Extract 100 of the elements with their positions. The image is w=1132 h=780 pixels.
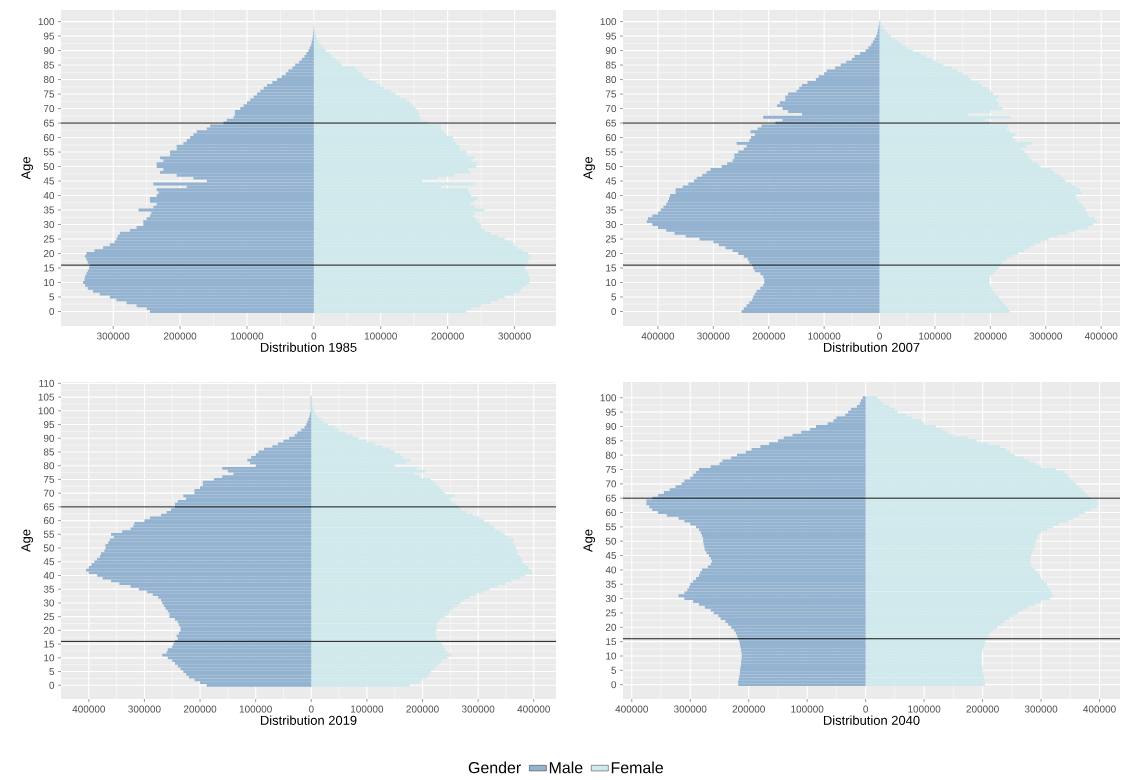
y-tick-label: 85 [43, 448, 55, 456]
y-tick-label: 40 [43, 192, 55, 200]
x-tick-label: 300000 [1029, 332, 1062, 340]
y-tick-label: 80 [605, 76, 617, 84]
y-tick-label: 40 [43, 571, 55, 580]
y-tick-label: 80 [605, 451, 617, 459]
y-tick-label: 80 [43, 462, 55, 470]
x-tick-label: 100000 [351, 705, 384, 713]
x-tick-label: 400000 [1083, 705, 1116, 713]
y-tick-label: 105 [38, 393, 55, 401]
x-tick-label: 100000 [231, 332, 264, 340]
y-tick-label: 85 [605, 437, 617, 445]
x-axis-title: Distribution 2040 [823, 715, 920, 725]
y-tick-label: 90 [605, 422, 617, 430]
y-tick-label: 45 [43, 177, 55, 185]
legend-title: Gender [468, 761, 521, 774]
y-tick-label: 90 [43, 434, 55, 442]
y-tick-label: 45 [43, 558, 55, 566]
y-tick-label: 35 [605, 580, 617, 588]
y-tick-label: 55 [605, 523, 617, 531]
y-tick-label: 5 [611, 666, 617, 674]
y-tick-label: 0 [611, 681, 617, 689]
x-axis-title: Distribution 2019 [260, 715, 357, 725]
y-tick-label: 35 [605, 206, 617, 214]
legend-label: Female [611, 761, 663, 774]
y-tick-label: 15 [44, 640, 55, 648]
legend-label: Male [549, 761, 583, 774]
y-tick-label: 10 [606, 278, 617, 287]
x-tick-label: 100000 [364, 332, 397, 340]
y-tick-label: 100 [38, 18, 55, 26]
y-axis-title: Age [583, 157, 596, 180]
y-tick-label: 10 [44, 654, 55, 662]
x-tick-label: 300000 [128, 705, 161, 713]
y-tick-label: 35 [43, 585, 55, 593]
y-tick-label: 50 [605, 537, 617, 545]
y-tick-label: 20 [43, 249, 55, 258]
y-tick-label: 100 [38, 407, 55, 415]
y-tick-label: 15 [606, 264, 617, 272]
y-tick-label: 85 [43, 61, 55, 69]
y-tick-label: 75 [605, 90, 617, 98]
x-tick-label: 100000 [239, 705, 272, 713]
x-tick-label: 200000 [406, 705, 439, 713]
y-tick-label: 65 [43, 119, 55, 127]
x-tick-label: 0 [308, 705, 314, 713]
x-tick-label: 100000 [919, 332, 952, 340]
x-tick-label: 300000 [697, 332, 730, 340]
y-tick-label: 80 [43, 76, 55, 84]
x-tick-label: 100000 [808, 332, 841, 340]
y-tick-label: 0 [611, 307, 617, 316]
x-tick-label: 400000 [615, 705, 649, 713]
x-tick-label: 300000 [498, 332, 531, 340]
y-tick-label: 25 [43, 235, 55, 243]
y-tick-label: 65 [605, 494, 617, 502]
y-tick-label: 10 [44, 278, 55, 287]
y-tick-label: 5 [49, 293, 55, 301]
x-tick-label: 200000 [732, 705, 765, 713]
x-tick-label: 400000 [1084, 332, 1118, 340]
y-tick-label: 90 [605, 47, 617, 55]
x-axis-title: Distribution 2007 [823, 342, 920, 352]
y-tick-label: 85 [605, 61, 617, 69]
x-tick-label: 0 [311, 332, 317, 340]
y-tick-label: 60 [43, 517, 55, 525]
y-tick-label: 100 [600, 18, 617, 26]
y-tick-label: 110 [39, 379, 55, 387]
y-tick-label: 60 [43, 134, 55, 142]
y-tick-label: 70 [43, 489, 55, 497]
y-tick-label: 15 [44, 264, 55, 272]
y-tick-label: 40 [605, 566, 617, 574]
y-axis-title: Age [21, 529, 34, 552]
x-tick-label: 200000 [431, 332, 464, 340]
y-tick-label: 75 [43, 90, 55, 98]
y-tick-label: 30 [605, 595, 617, 603]
y-tick-label: 20 [605, 623, 617, 631]
y-tick-label: 20 [605, 249, 617, 258]
y-tick-label: 50 [43, 544, 55, 552]
x-tick-label: 400000 [641, 332, 675, 340]
y-tick-label: 25 [605, 235, 617, 243]
y-tick-label: 60 [605, 134, 617, 142]
y-tick-label: 50 [43, 163, 55, 171]
x-axis-title: Distribution 1985 [260, 342, 357, 352]
y-tick-label: 15 [606, 638, 617, 646]
y-tick-label: 95 [43, 421, 55, 429]
x-tick-label: 400000 [517, 705, 550, 713]
y-tick-label: 25 [605, 609, 617, 617]
y-tick-label: 40 [605, 192, 617, 200]
y-tick-label: 75 [605, 466, 617, 473]
y-tick-label: 75 [43, 475, 55, 483]
y-tick-label: 55 [605, 148, 617, 156]
y-tick-label: 0 [49, 307, 55, 316]
y-tick-label: 90 [43, 47, 55, 55]
y-tick-label: 55 [43, 530, 55, 538]
y-tick-label: 35 [43, 206, 55, 214]
y-tick-label: 30 [43, 221, 55, 229]
x-tick-label: 0 [877, 332, 882, 340]
y-tick-label: 65 [43, 503, 55, 511]
y-tick-label: 70 [605, 105, 617, 113]
y-tick-label: 60 [605, 509, 617, 517]
y-tick-label: 0 [49, 681, 55, 689]
x-tick-label: 200000 [183, 705, 217, 713]
y-tick-label: 50 [605, 163, 617, 171]
